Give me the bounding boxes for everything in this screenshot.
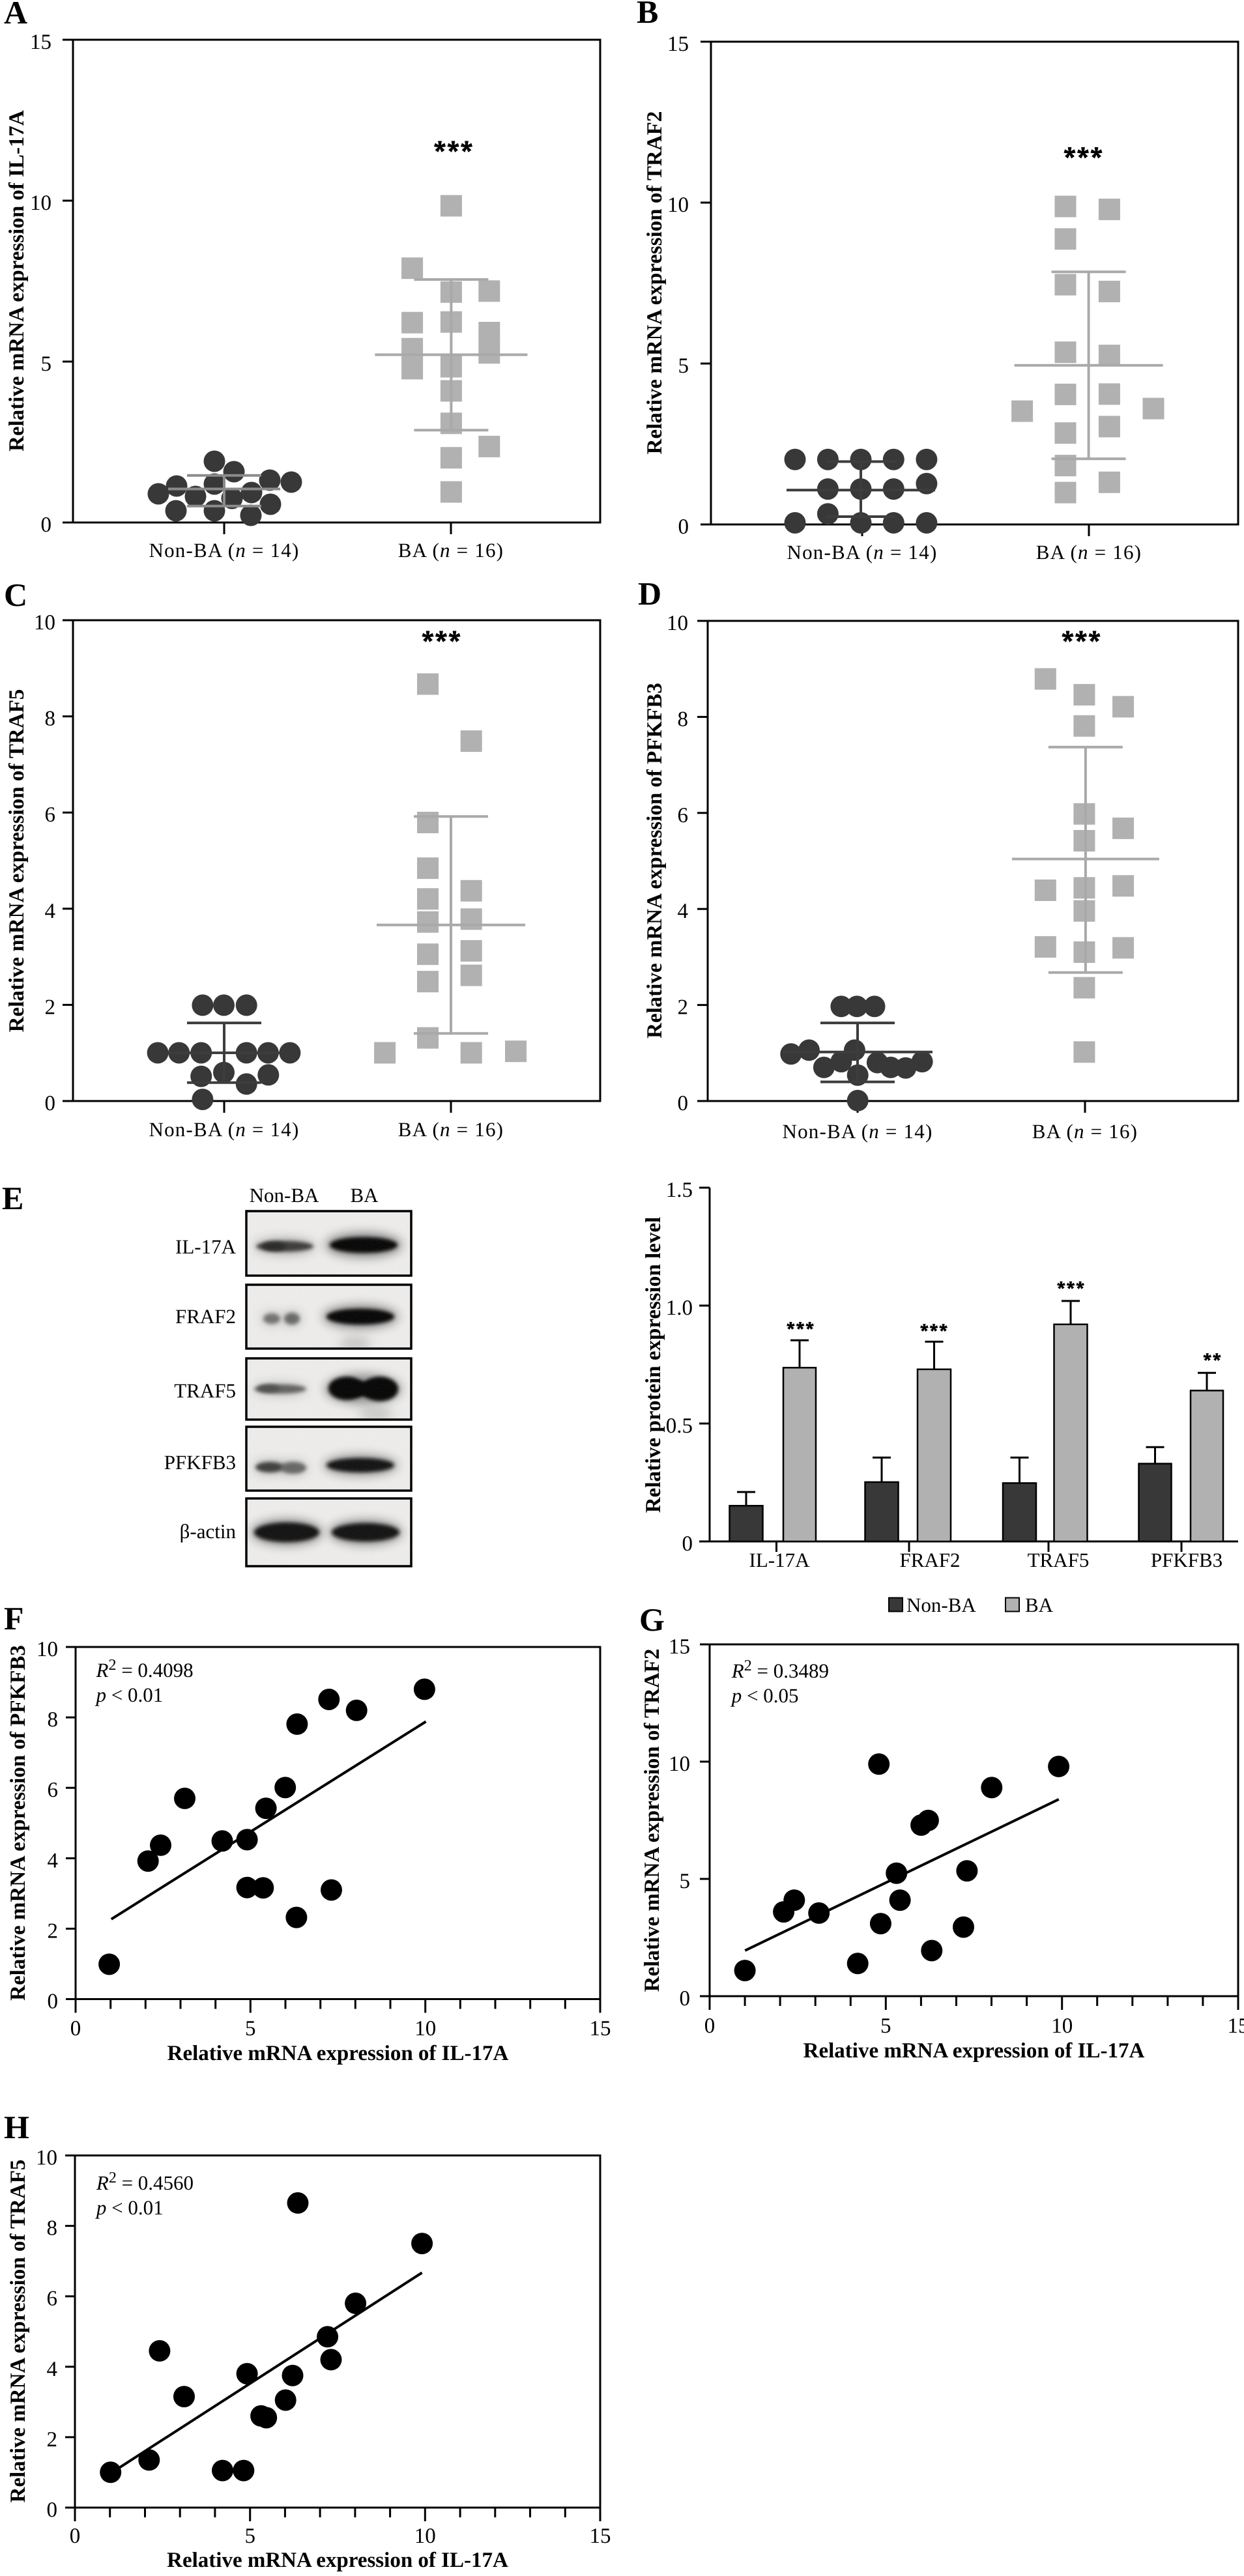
- svg-text:Non-BA: Non-BA: [250, 1184, 319, 1207]
- svg-text:R2 = 0.3489: R2 = 0.3489: [731, 1657, 829, 1682]
- svg-text:IL-17A: IL-17A: [749, 1549, 811, 1571]
- svg-text:15: 15: [30, 31, 51, 54]
- svg-text:BA (n = 16): BA (n = 16): [1036, 541, 1142, 564]
- svg-text:B: B: [637, 0, 658, 30]
- svg-text:G: G: [639, 1601, 665, 1638]
- svg-text:p < 0.05: p < 0.05: [730, 1684, 799, 1707]
- svg-text:Non-BA: Non-BA: [906, 1594, 976, 1616]
- svg-text:2: 2: [47, 2428, 58, 2452]
- svg-text:6: 6: [678, 804, 689, 827]
- svg-text:FRAF2: FRAF2: [175, 1305, 236, 1328]
- svg-text:6: 6: [47, 2287, 58, 2311]
- svg-text:0: 0: [41, 513, 52, 537]
- svg-text:15: 15: [590, 2017, 611, 2040]
- svg-text:BA (n = 16): BA (n = 16): [1032, 1120, 1138, 1143]
- svg-text:10: 10: [667, 193, 689, 217]
- svg-text:10: 10: [414, 2017, 436, 2040]
- svg-text:5: 5: [678, 354, 689, 378]
- svg-text:C: C: [4, 577, 27, 613]
- svg-text:5: 5: [245, 2017, 256, 2040]
- svg-text:5: 5: [880, 2014, 891, 2038]
- svg-text:Non-BA (n = 14): Non-BA (n = 14): [787, 541, 938, 564]
- svg-text:BA (n = 16): BA (n = 16): [398, 1118, 504, 1141]
- svg-text:β-actin: β-actin: [180, 1520, 237, 1543]
- svg-text:10: 10: [1051, 2014, 1073, 2038]
- svg-text:R2 = 0.4560: R2 = 0.4560: [96, 2169, 194, 2194]
- svg-text:5: 5: [680, 1870, 691, 1893]
- svg-text:0: 0: [45, 1092, 56, 1115]
- svg-text:8: 8: [678, 708, 689, 731]
- svg-text:15: 15: [667, 33, 689, 56]
- svg-text:0: 0: [682, 1532, 693, 1556]
- svg-text:5: 5: [41, 352, 52, 376]
- svg-text:0: 0: [48, 1990, 59, 2014]
- svg-text:Relative mRNA expression of PF: Relative mRNA expression of PFKFB3: [643, 683, 667, 1038]
- svg-text:5: 5: [244, 2525, 255, 2548]
- svg-text:H: H: [4, 2109, 29, 2145]
- svg-text:4: 4: [678, 900, 689, 923]
- svg-text:15: 15: [669, 1635, 690, 1659]
- svg-text:Relative mRNA expression of IL: Relative mRNA expression of IL-17A: [167, 2042, 509, 2065]
- svg-text:0: 0: [678, 1092, 689, 1115]
- svg-text:10: 10: [36, 1638, 58, 1661]
- svg-text:D: D: [638, 575, 661, 612]
- svg-text:BA: BA: [1025, 1594, 1054, 1616]
- svg-text:0: 0: [680, 1987, 691, 2011]
- svg-text:0: 0: [47, 2498, 58, 2522]
- svg-text:p < 0.01: p < 0.01: [95, 1683, 164, 1706]
- svg-text:10: 10: [669, 1753, 690, 1776]
- svg-text:0: 0: [704, 2014, 716, 2038]
- svg-text:R2 = 0.4098: R2 = 0.4098: [96, 1657, 194, 1682]
- svg-text:Relative protein expression le: Relative protein expression level: [642, 1217, 665, 1513]
- svg-text:10: 10: [667, 612, 688, 635]
- svg-text:0.5: 0.5: [666, 1414, 693, 1438]
- svg-text:F: F: [4, 1600, 24, 1637]
- svg-text:Relative mRNA expression of TR: Relative mRNA expression of TRAF5: [5, 689, 29, 1033]
- svg-text:p < 0.01: p < 0.01: [95, 2196, 164, 2219]
- svg-text:10: 10: [36, 2147, 57, 2170]
- svg-text:2: 2: [45, 995, 56, 1019]
- svg-text:IL-17A: IL-17A: [175, 1235, 237, 1258]
- svg-text:Relative mRNA expression of TR: Relative mRNA expression of TRAF2: [641, 1649, 664, 1992]
- svg-text:E: E: [2, 1180, 23, 1216]
- svg-text:8: 8: [45, 708, 56, 731]
- svg-text:TRAF5: TRAF5: [1028, 1549, 1090, 1571]
- svg-text:0: 0: [70, 2525, 81, 2548]
- svg-text:Non-BA (n = 14): Non-BA (n = 14): [149, 539, 300, 562]
- svg-text:10: 10: [30, 192, 51, 215]
- svg-text:Non-BA (n = 14): Non-BA (n = 14): [783, 1120, 933, 1143]
- svg-text:Relative mRNA expression of TR: Relative mRNA expression of TRAF5: [7, 2160, 30, 2503]
- svg-text:Relative mRNA expression of IL: Relative mRNA expression of IL-17A: [167, 2549, 508, 2572]
- svg-text:6: 6: [48, 1779, 59, 1802]
- svg-text:PFKFB3: PFKFB3: [164, 1451, 236, 1474]
- svg-text:PFKFB3: PFKFB3: [1151, 1549, 1222, 1571]
- svg-text:6: 6: [45, 803, 56, 827]
- svg-text:Relative mRNA expression of IL: Relative mRNA expression of IL-17A: [803, 2039, 1145, 2063]
- svg-text:4: 4: [47, 2358, 58, 2381]
- svg-text:TRAF5: TRAF5: [174, 1379, 236, 1402]
- svg-text:2: 2: [678, 996, 689, 1020]
- svg-text:4: 4: [48, 1849, 59, 1872]
- svg-text:10: 10: [414, 2525, 436, 2548]
- svg-text:0: 0: [70, 2017, 81, 2040]
- svg-text:0: 0: [678, 515, 689, 539]
- svg-text:A: A: [4, 0, 27, 31]
- svg-text:Relative mRNA expression of IL: Relative mRNA expression of IL-17A: [5, 110, 29, 451]
- svg-text:1.0: 1.0: [666, 1296, 693, 1320]
- svg-text:10: 10: [34, 611, 55, 635]
- svg-text:15: 15: [1228, 2014, 1244, 2038]
- svg-text:8: 8: [47, 2217, 58, 2240]
- svg-text:Non-BA (n = 14): Non-BA (n = 14): [149, 1118, 300, 1141]
- svg-text:2: 2: [48, 1919, 59, 1943]
- svg-text:Relative mRNA expression of TR: Relative mRNA expression of TRAF2: [643, 111, 667, 455]
- svg-text:BA (n = 16): BA (n = 16): [398, 539, 504, 562]
- svg-text:FRAF2: FRAF2: [899, 1549, 960, 1571]
- svg-text:4: 4: [45, 900, 56, 923]
- svg-text:1.5: 1.5: [666, 1179, 693, 1202]
- svg-text:8: 8: [48, 1708, 59, 1732]
- svg-text:15: 15: [590, 2525, 611, 2548]
- svg-text:Relative mRNA expression of PF: Relative mRNA expression of PFKFB3: [7, 1645, 30, 2001]
- svg-text:BA: BA: [350, 1184, 379, 1207]
